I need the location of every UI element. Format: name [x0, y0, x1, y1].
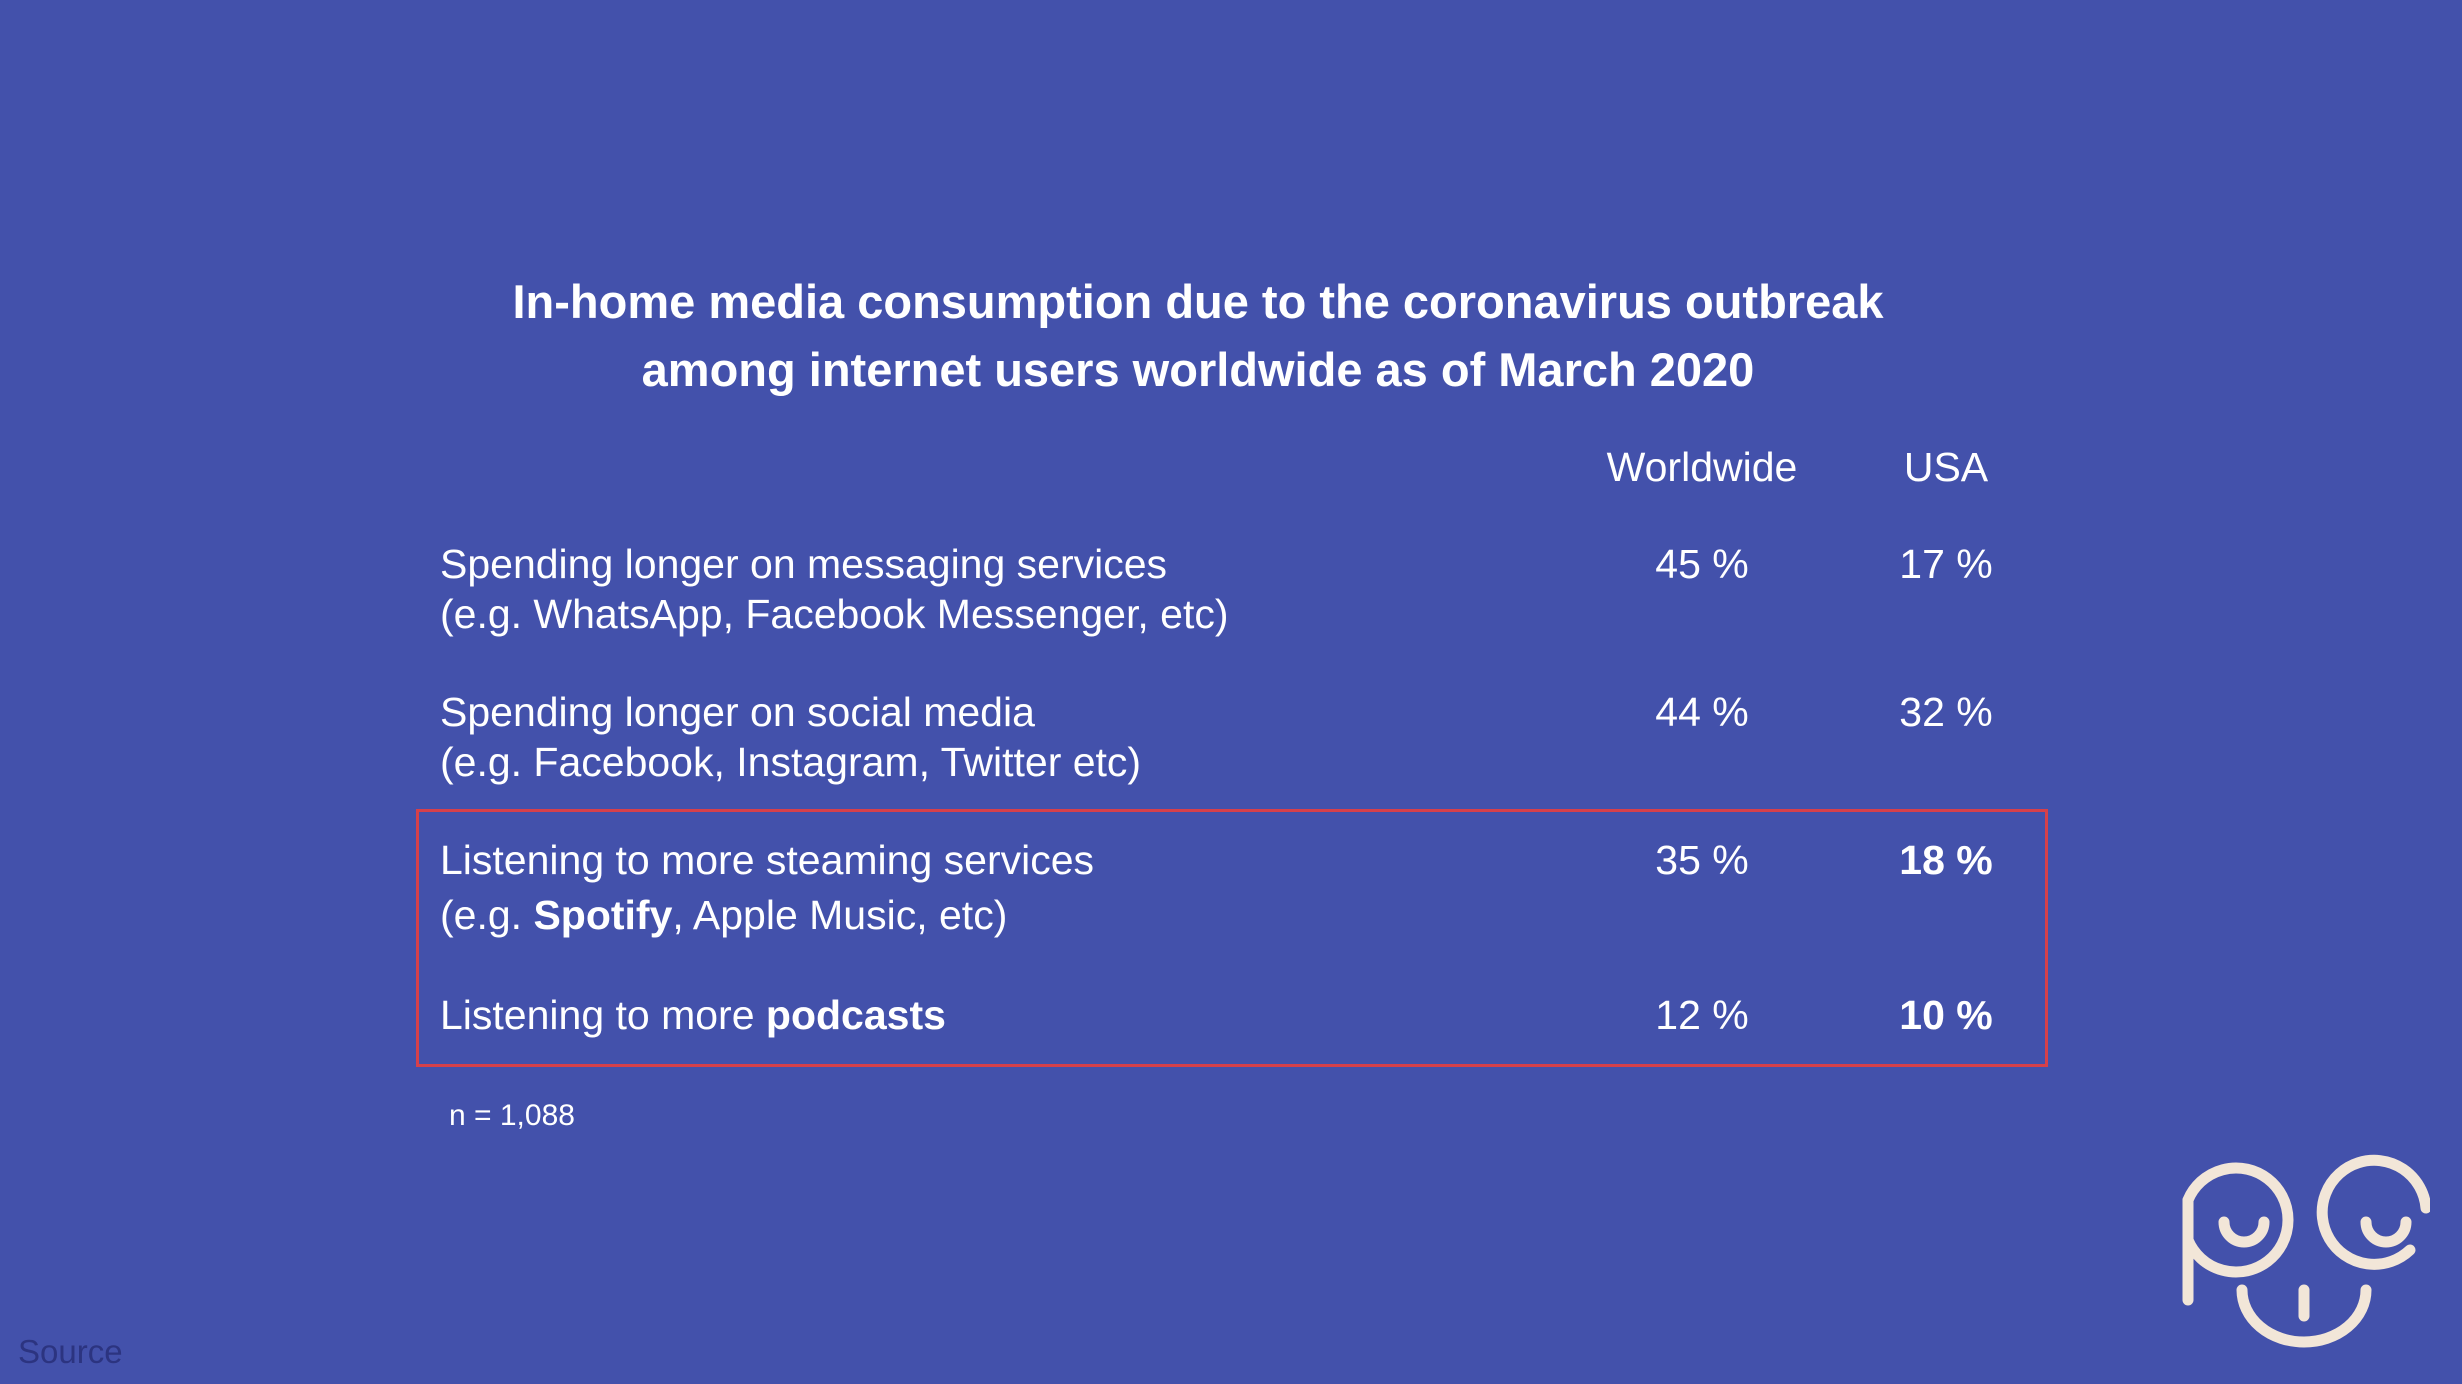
page-title: In-home media consumption due to the cor… — [0, 268, 2396, 404]
value-usa: 32 % — [1899, 689, 1993, 735]
row-label-line: Spending longer on messaging services — [440, 541, 1168, 587]
title-line-2: among internet users worldwide as of Mar… — [641, 343, 1755, 396]
example-prefix: (e.g. — [440, 892, 534, 938]
highlight-box — [416, 809, 2048, 1067]
row-label-example: (e.g. Facebook, Instagram, Twitter etc) — [440, 739, 1142, 785]
row-label-social-media: Spending longer on social media (e.g. Fa… — [440, 687, 1141, 787]
value-worldwide: 12 % — [1655, 992, 1749, 1038]
example-suffix: , Apple Music, etc) — [672, 892, 1008, 938]
row-label-example: (e.g. Spotify, Apple Music, etc) — [440, 890, 1094, 940]
sample-size-note: n = 1,088 — [449, 1099, 575, 1132]
row-label-line: Listening to more podcasts — [440, 990, 946, 1040]
smiling-face-logo-icon — [2182, 1154, 2430, 1348]
source-link[interactable]: Source — [18, 1333, 123, 1370]
label-bold: podcasts — [765, 992, 946, 1038]
row-label-podcasts: Listening to more podcasts — [440, 990, 946, 1040]
row-label-messaging: Spending longer on messaging services (e… — [440, 539, 1229, 639]
value-usa: 17 % — [1899, 541, 1993, 587]
row-label-streaming: Listening to more steaming services (e.g… — [440, 835, 1094, 940]
value-usa: 18 % — [1899, 837, 1993, 883]
value-worldwide: 45 % — [1655, 541, 1749, 587]
column-header-usa: USA — [1903, 444, 1989, 490]
row-label-line: Spending longer on social media — [440, 689, 1035, 735]
title-line-1: In-home media consumption due to the cor… — [512, 275, 1884, 328]
column-header-worldwide: Worldwide — [1606, 444, 1798, 490]
example-bold: Spotify — [533, 892, 673, 938]
row-label-line: Listening to more steaming services — [440, 837, 1095, 883]
row-label-example: (e.g. WhatsApp, Facebook Messenger, etc) — [440, 591, 1229, 637]
value-worldwide: 35 % — [1655, 837, 1749, 883]
value-worldwide: 44 % — [1655, 689, 1749, 735]
label-prefix: Listening to more — [440, 992, 766, 1038]
value-usa: 10 % — [1899, 992, 1993, 1038]
